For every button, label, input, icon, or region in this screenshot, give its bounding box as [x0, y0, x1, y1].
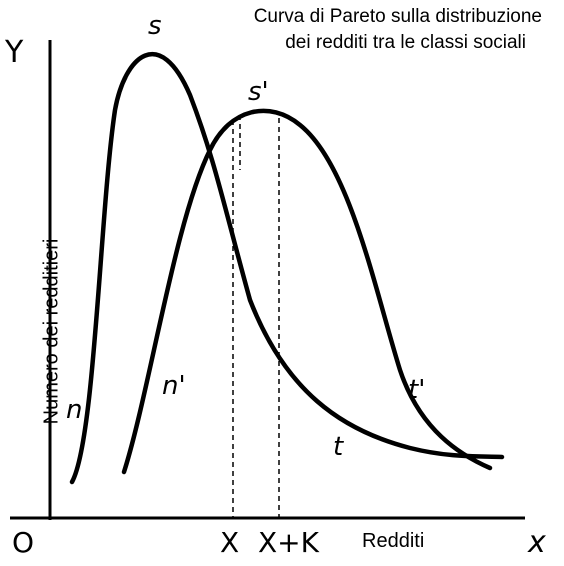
curve-s-prime: [121, 108, 493, 475]
x-mark-x: X: [220, 526, 239, 559]
y-axis-label: Numero dei redditieri: [40, 238, 63, 425]
curve-s: [69, 51, 505, 485]
x-axis-label: Redditi: [362, 530, 425, 552]
label-t-prime: t': [408, 375, 425, 405]
label-s-prime: s': [248, 77, 269, 107]
origin-label: O: [12, 526, 34, 559]
x-mark-x-plus-k: X+K: [258, 526, 320, 559]
title-line-1: Curva di Pareto sulla distribuzione: [253, 6, 542, 27]
label-n: n: [66, 395, 82, 425]
label-s: s: [148, 11, 162, 41]
label-t: t: [333, 432, 344, 462]
label-n-prime: n': [162, 371, 186, 401]
y-axis-letter: Y: [4, 35, 24, 70]
x-axis-letter: x: [527, 525, 546, 560]
title-line-2: dei redditi tra le classi sociali: [285, 32, 526, 53]
